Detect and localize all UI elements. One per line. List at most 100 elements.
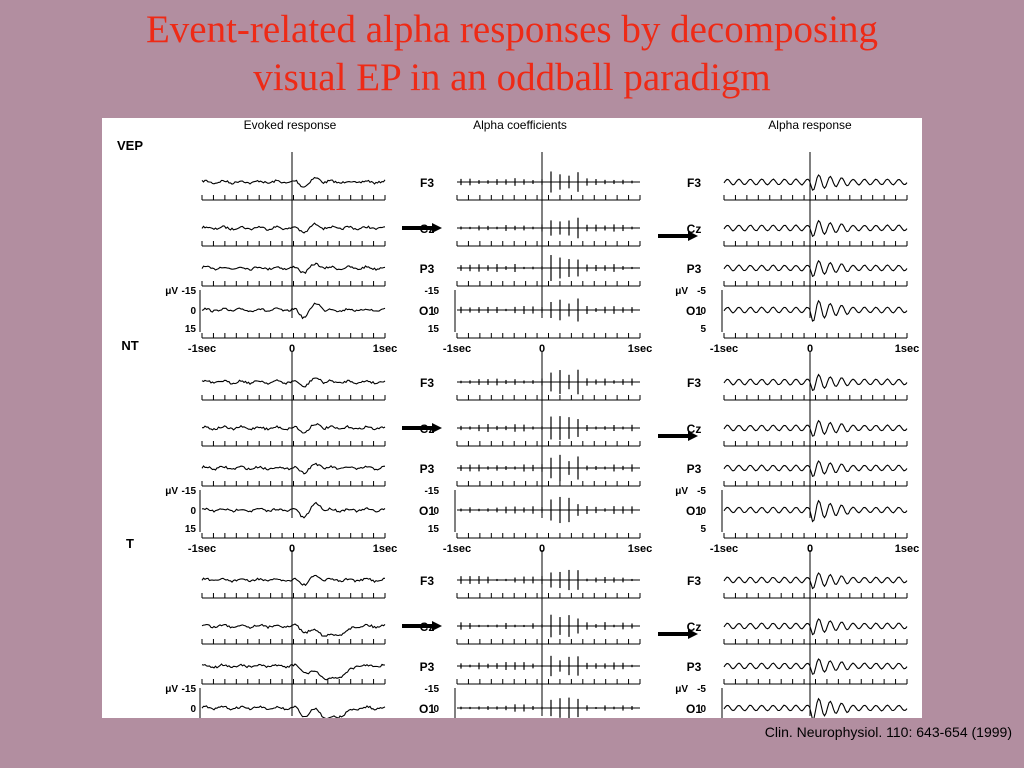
eeg-trace (723, 618, 908, 636)
eeg-trace (723, 572, 908, 590)
arrow-coefficients-to-alpha-head (688, 431, 698, 441)
amplitude-tick-label: 0 (190, 506, 196, 517)
amplitude-tick-label: -15 (425, 286, 440, 297)
eeg-trace (201, 462, 386, 475)
eeg-trace (201, 663, 386, 681)
channel-label: P3 (687, 262, 702, 276)
eeg-trace (723, 460, 908, 478)
amplitude-tick-label: -5 (697, 684, 706, 695)
amplitude-tick-label: 15 (428, 524, 440, 535)
channel-label: O1 (686, 504, 702, 518)
amplitude-tick-label: 0 (433, 506, 439, 517)
eeg-trace (723, 174, 908, 191)
time-tick-label: -1sec (188, 343, 216, 355)
channel-label: P3 (420, 660, 435, 674)
amplitude-tick-label: 15 (185, 324, 197, 335)
amplitude-tick-label: 0 (433, 704, 439, 715)
amplitude-tick-label: -5 (697, 286, 706, 297)
eeg-trace (723, 373, 908, 392)
time-tick-label: -1sec (188, 543, 216, 555)
condition-label: NT (121, 338, 138, 353)
time-tick-label: 0 (289, 343, 295, 355)
eeg-figure: Evoked response Alpha coefficients Alpha r… (117, 118, 919, 718)
amplitude-tick-label: 15 (185, 524, 197, 535)
arrow-evoked-to-coefficients-head (432, 223, 442, 233)
column-header: Alpha coefficients (473, 118, 567, 132)
time-tick-label: -1sec (710, 543, 738, 555)
slide-title-line-2: visual EP in an oddball paradigm (253, 56, 771, 99)
amplitude-tick-label: 5 (700, 324, 706, 335)
slide-title: Event-related alpha responses by decompo… (0, 6, 1024, 102)
time-tick-label: 0 (289, 543, 295, 555)
amplitude-tick-label: -15 (182, 684, 197, 695)
unit-label: μV (165, 684, 178, 695)
amplitude-tick-label: 0 (700, 306, 706, 317)
condition-label: T (126, 536, 134, 551)
eeg-trace (201, 705, 386, 718)
amplitude-tick-label: -15 (182, 486, 197, 497)
channel-label: F3 (420, 574, 434, 588)
amplitude-tick-label: 0 (700, 704, 706, 715)
eeg-trace (723, 697, 908, 718)
eeg-trace (723, 219, 908, 238)
channel-label: O1 (419, 504, 435, 518)
channel-label: F3 (687, 376, 701, 390)
channel-label: F3 (420, 376, 434, 390)
amplitude-tick-label: 0 (433, 306, 439, 317)
amplitude-tick-label: -5 (697, 486, 706, 497)
eeg-trace (201, 262, 386, 274)
amplitude-tick-label: 0 (700, 506, 706, 517)
channel-label: O1 (686, 304, 702, 318)
unit-label: μV (675, 486, 688, 497)
arrow-coefficients-to-alpha-head (688, 629, 698, 639)
eeg-trace (723, 259, 908, 278)
time-tick-label: 0 (539, 343, 545, 355)
time-tick-label: 1sec (373, 343, 397, 355)
time-tick-label: 0 (807, 543, 813, 555)
time-tick-label: 0 (539, 543, 545, 555)
eeg-trace (202, 423, 386, 434)
time-tick-label: 1sec (628, 543, 652, 555)
eeg-trace (201, 302, 386, 320)
channel-label: P3 (687, 660, 702, 674)
figure-panel: Evoked response Alpha coefficients Alpha r… (102, 118, 922, 718)
unit-label: μV (675, 684, 688, 695)
time-tick-label: -1sec (443, 343, 471, 355)
arrow-coefficients-to-alpha-head (688, 231, 698, 241)
amplitude-tick-label: -15 (425, 684, 440, 695)
time-tick-label: 1sec (628, 343, 652, 355)
eeg-trace (201, 222, 386, 234)
eeg-trace (723, 419, 908, 437)
unit-label: μV (165, 486, 178, 497)
channel-label: F3 (687, 176, 701, 190)
eeg-trace (202, 501, 386, 519)
column-header: Alpha response (768, 118, 852, 132)
condition-label: VEP (117, 138, 143, 153)
time-tick-label: 1sec (895, 343, 919, 355)
amplitude-tick-label: 15 (428, 324, 440, 335)
eeg-trace (201, 623, 386, 637)
channel-label: P3 (687, 462, 702, 476)
column-header: Evoked response (244, 118, 337, 132)
unit-label: μV (165, 286, 178, 297)
citation: Clin. Neurophysiol. 110: 643-654 (1999) (764, 724, 1012, 740)
amplitude-tick-label: 5 (700, 524, 706, 535)
eeg-trace (201, 574, 385, 587)
channel-label: O1 (419, 304, 435, 318)
channel-label: O1 (419, 702, 435, 716)
eeg-trace (201, 176, 386, 188)
time-tick-label: -1sec (710, 343, 738, 355)
channel-label: P3 (420, 262, 435, 276)
amplitude-tick-label: -15 (425, 486, 440, 497)
channel-label: O1 (686, 702, 702, 716)
eeg-trace (723, 499, 908, 523)
time-tick-label: 0 (807, 343, 813, 355)
channel-label: P3 (420, 462, 435, 476)
slide-title-line-1: Event-related alpha responses by decompo… (145, 8, 879, 51)
amplitude-tick-label: -15 (182, 286, 197, 297)
unit-label: μV (675, 286, 688, 297)
amplitude-tick-label: 0 (190, 704, 196, 715)
eeg-trace (723, 299, 908, 322)
time-tick-label: 1sec (373, 543, 397, 555)
amplitude-tick-label: 0 (190, 306, 196, 317)
